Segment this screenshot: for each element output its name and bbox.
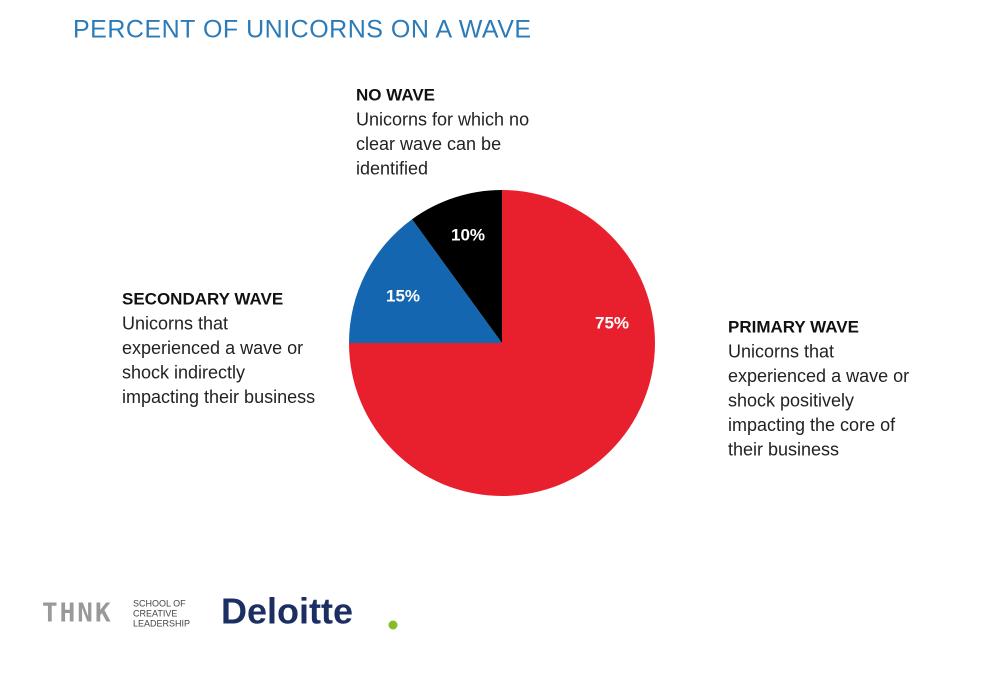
category-label: NO WAVE [356,85,435,104]
category-description: experienced a wave or [728,366,909,386]
thnk-logo: THNK SCHOOL OF CREATIVE LEADERSHIP [42,598,190,628]
category-label: SECONDARY WAVE [122,289,283,308]
chart-title: PERCENT OF UNICORNS ON A WAVE [73,16,532,44]
category-description: impacting their business [122,387,315,407]
category-label: PRIMARY WAVE [728,317,859,336]
deloitte-text: Deloitte [221,591,353,632]
thnk-text: THNK [42,599,113,629]
value-label: 10% [451,225,485,244]
category-description: Unicorns that [122,313,228,333]
pie-slice [412,190,502,343]
thnk-subtitle: SCHOOL OF [133,598,186,608]
category-description: shock indirectly [122,362,245,382]
value-label: 15% [386,286,420,305]
category-description: identified [356,158,428,178]
category-description: Unicorns for which no [356,109,529,129]
value-label: 75% [595,313,629,332]
category-description: experienced a wave or [122,338,303,358]
pie-slice [349,219,502,343]
category-description: Unicorns that [728,341,834,361]
category-description: impacting the core of [728,415,896,435]
deloitte-logo: Deloitte [221,591,398,632]
thnk-subtitle: CREATIVE [133,608,177,618]
category-description: shock positively [728,390,854,410]
category-description: clear wave can be [356,134,501,154]
thnk-subtitle: LEADERSHIP [133,618,190,628]
category-description: their business [728,439,839,459]
deloitte-dot [388,620,398,630]
